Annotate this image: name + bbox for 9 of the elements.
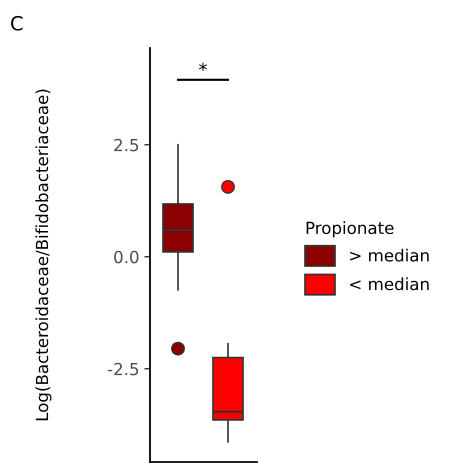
y-tick-label: -2.5 [108,362,138,376]
y-tick-label: 2.5 [114,138,138,152]
chart-title: C [11,16,23,31]
y-tick-label: 0.0 [114,250,138,264]
annotation: * [199,62,207,71]
legend-label: < median [350,277,429,290]
legend-title: Propionate [306,221,394,238]
y-axis-title: Log(Bacteroidaceae/Bifidobacteriaceae) [35,90,52,420]
legend-label: > median [350,248,429,262]
